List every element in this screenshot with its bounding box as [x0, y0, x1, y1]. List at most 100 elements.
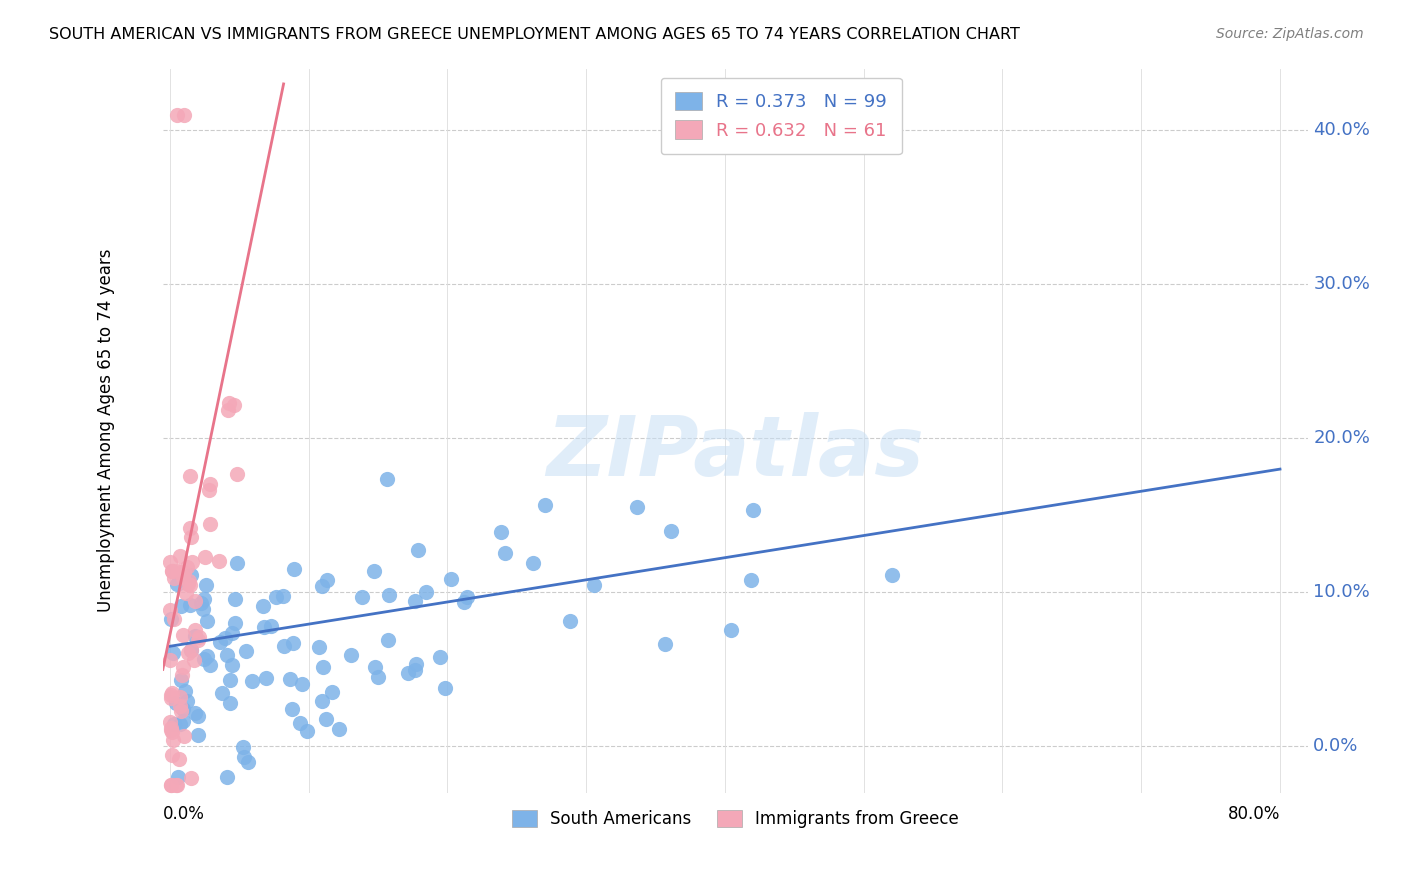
Point	[214, 632, 236, 646]
Point	[208, 554, 231, 568]
Point	[159, 723, 181, 738]
Point	[159, 653, 181, 667]
Point	[169, 690, 191, 704]
Point	[224, 591, 246, 606]
Point	[740, 573, 762, 587]
Point	[173, 729, 195, 743]
Point	[404, 593, 426, 607]
Point	[180, 567, 202, 582]
Point	[260, 619, 283, 633]
Point	[179, 578, 201, 592]
Text: SOUTH AMERICAN VS IMMIGRANTS FROM GREECE UNEMPLOYMENT AMONG AGES 65 TO 74 YEARS : SOUTH AMERICAN VS IMMIGRANTS FROM GREECE…	[49, 27, 1021, 42]
Point	[187, 728, 209, 742]
Point	[290, 677, 312, 691]
Point	[167, 752, 190, 766]
Point	[456, 590, 478, 604]
Point	[311, 694, 333, 708]
Point	[162, 646, 184, 660]
Point	[217, 648, 239, 662]
Point	[626, 500, 648, 514]
Point	[197, 483, 219, 497]
Point	[177, 646, 200, 660]
Point	[160, 690, 183, 705]
Text: 30.0%: 30.0%	[1313, 276, 1371, 293]
Point	[160, 685, 183, 699]
Point	[271, 589, 294, 603]
Point	[226, 467, 249, 482]
Point	[405, 657, 427, 671]
Point	[172, 569, 194, 583]
Text: 20.0%: 20.0%	[1313, 429, 1371, 447]
Point	[236, 755, 259, 769]
Point	[742, 503, 765, 517]
Point	[198, 658, 221, 673]
Point	[170, 673, 193, 688]
Point	[166, 108, 188, 122]
Legend: South Americans, Immigrants from Greece: South Americans, Immigrants from Greece	[505, 804, 966, 835]
Point	[181, 555, 204, 569]
Point	[159, 555, 181, 569]
Point	[198, 476, 221, 491]
Point	[315, 712, 337, 726]
Point	[264, 591, 287, 605]
Text: 40.0%: 40.0%	[1313, 121, 1371, 139]
Point	[281, 702, 304, 716]
Point	[311, 579, 333, 593]
Point	[184, 706, 207, 720]
Point	[166, 564, 188, 578]
Point	[179, 468, 201, 483]
Point	[173, 566, 195, 580]
Point	[170, 599, 193, 614]
Point	[221, 658, 243, 673]
Point	[312, 660, 335, 674]
Point	[321, 685, 343, 699]
Text: 0.0%: 0.0%	[1313, 738, 1358, 756]
Text: 0.0%: 0.0%	[163, 805, 205, 823]
Point	[179, 521, 201, 535]
Point	[193, 652, 215, 666]
Point	[253, 619, 276, 633]
Point	[221, 625, 243, 640]
Point	[217, 403, 239, 417]
Point	[180, 530, 202, 544]
Point	[288, 716, 311, 731]
Point	[404, 664, 426, 678]
Point	[377, 632, 399, 647]
Point	[173, 108, 195, 122]
Point	[172, 702, 194, 716]
Point	[273, 639, 295, 653]
Point	[281, 636, 304, 650]
Point	[489, 525, 512, 540]
Point	[363, 564, 385, 578]
Point	[254, 671, 277, 685]
Point	[169, 549, 191, 563]
Point	[252, 599, 274, 613]
Point	[169, 717, 191, 731]
Point	[179, 574, 201, 589]
Point	[159, 602, 181, 616]
Point	[308, 640, 330, 654]
Point	[160, 778, 183, 792]
Point	[195, 614, 218, 628]
Point	[440, 572, 463, 586]
Point	[654, 636, 676, 650]
Point	[174, 684, 197, 698]
Point	[328, 722, 350, 736]
Point	[174, 586, 197, 600]
Point	[558, 614, 581, 628]
Point	[195, 648, 218, 663]
Point	[208, 634, 231, 648]
Point	[165, 696, 187, 710]
Point	[218, 396, 240, 410]
Point	[166, 778, 188, 792]
Point	[179, 598, 201, 612]
Point	[162, 747, 184, 762]
Point	[720, 623, 742, 637]
Point	[429, 650, 451, 665]
Text: Unemployment Among Ages 65 to 74 years: Unemployment Among Ages 65 to 74 years	[97, 249, 115, 612]
Point	[235, 644, 257, 658]
Point	[193, 592, 215, 607]
Point	[160, 564, 183, 578]
Point	[162, 564, 184, 578]
Point	[224, 615, 246, 630]
